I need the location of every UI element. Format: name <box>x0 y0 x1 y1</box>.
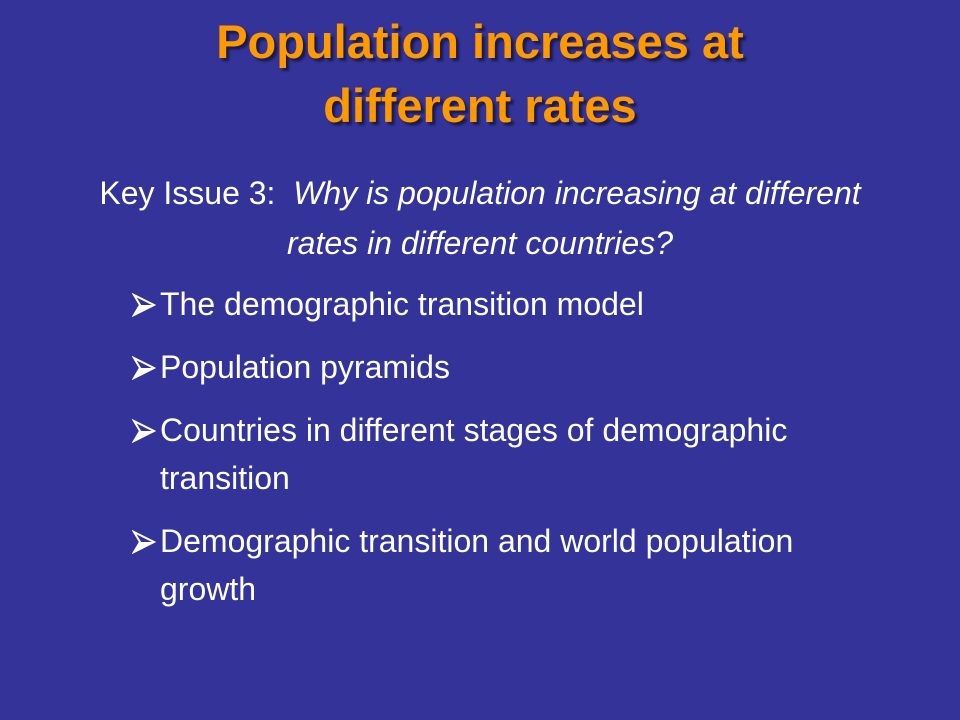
key-issue-label: Key Issue 3: <box>99 175 276 211</box>
bullet-arrow <box>132 293 156 317</box>
bullet-text: Demographic transition and world populat… <box>160 523 794 607</box>
bullet-item: The demographic transition model <box>130 280 850 328</box>
bullet-text: Countries in different stages of demogra… <box>160 412 788 496</box>
bullet-item: Population pyramids <box>130 343 850 391</box>
bullet-list: The demographic transition model Populati… <box>130 280 850 628</box>
bullet-text: The demographic transition model <box>160 286 644 322</box>
bullet-item: Demographic transition and world populat… <box>130 517 850 613</box>
bullet-arrow <box>132 356 156 380</box>
key-issue: Key Issue 3: Why is population increasin… <box>70 168 890 268</box>
bullet-item: Countries in different stages of demogra… <box>130 406 850 502</box>
bullet-arrow <box>132 530 156 554</box>
bullet-text: Population pyramids <box>160 349 450 385</box>
bullet-arrow <box>132 419 156 443</box>
key-issue-question: Why is population increasing at differen… <box>287 175 861 261</box>
slide-title: Population increases at different rates <box>216 15 744 132</box>
